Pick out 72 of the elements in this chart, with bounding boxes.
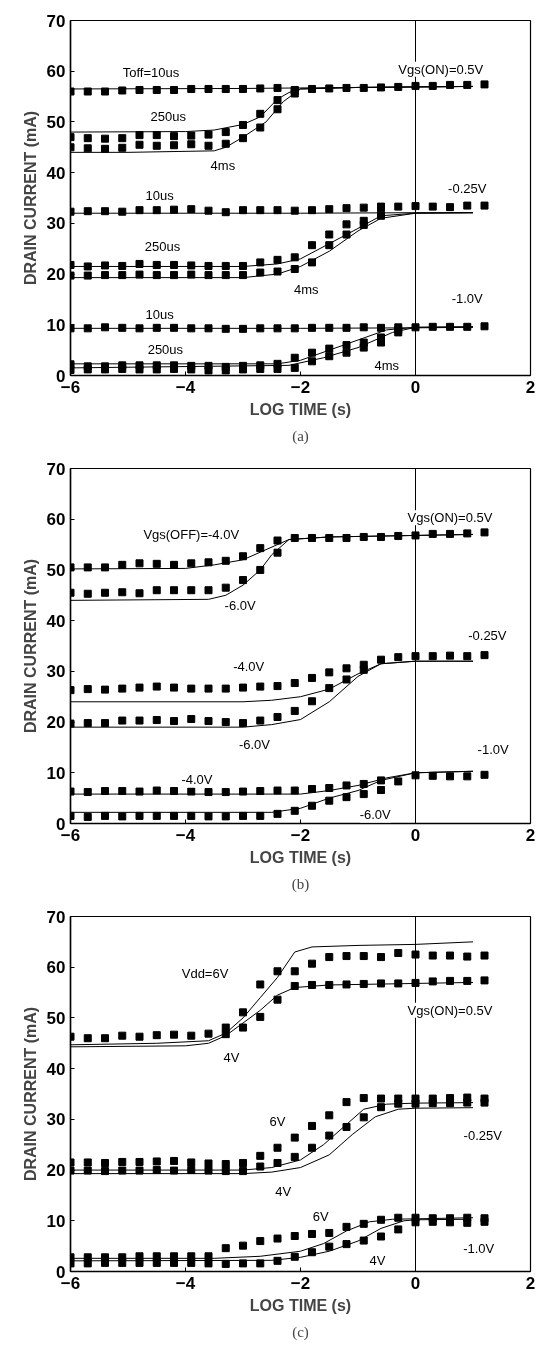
annotation: Vgs(ON)=0.5V [407, 510, 493, 526]
text: (a) [292, 427, 309, 445]
y-tick-label: 50 [46, 1008, 66, 1028]
y-tick-label: 20 [46, 1161, 66, 1181]
text: (b) [291, 875, 310, 893]
y-tick-label: 70 [46, 459, 66, 479]
y-tick-label: 60 [46, 62, 66, 82]
y-tick-label: 10 [46, 315, 66, 335]
x-tick-label: −4 [175, 825, 196, 845]
annotation: 10us [145, 187, 175, 203]
annotation: -6.0V [238, 736, 271, 752]
y-tick-label: 60 [46, 510, 66, 530]
annotation: 6V [312, 1208, 329, 1224]
y-tick-label: 50 [46, 560, 66, 580]
x-tick-label: −2 [290, 377, 311, 397]
annotation: -4.0V [181, 772, 213, 788]
annotation: -1.0V [477, 742, 509, 758]
x-tick-label: 2 [525, 377, 536, 397]
x-axis-title: LOG TIME (s) [249, 848, 352, 866]
annotation: 4V [275, 1183, 292, 1199]
x-tick-label: 2 [525, 825, 536, 845]
annotation: 4V [369, 1253, 386, 1269]
annotation: 250us [144, 239, 181, 255]
x-tick-label: 2 [525, 1273, 536, 1293]
y-tick-label: 70 [46, 907, 66, 927]
annotation: -6.0V [224, 597, 256, 613]
annotation: Vdd=6V [181, 965, 229, 981]
x-axis-title: LOG TIME (s) [249, 400, 352, 418]
y-tick-label: 70 [46, 11, 66, 31]
y-axis-title: DRAIN CURRENT (mA) [21, 110, 39, 286]
y-tick-label: 40 [46, 163, 66, 183]
y-tick-label: 20 [46, 713, 66, 733]
annotation: -0.25V [468, 628, 507, 644]
y-tick-label: 40 [46, 1059, 66, 1079]
y-tick-label: 10 [46, 763, 66, 783]
annotation: 4ms [210, 158, 236, 174]
y-axis-title: DRAIN CURRENT (mA) [21, 558, 39, 734]
y-tick-label: 20 [46, 265, 66, 285]
annotation: Vgs(ON)=0.5V [398, 61, 484, 77]
x-axis-title: LOG TIME (s) [249, 1296, 352, 1314]
annotation: -6.0V [359, 807, 392, 823]
x-tick-label: −2 [290, 1273, 311, 1293]
annotation: -1.0V [463, 1240, 495, 1256]
y-tick-label: 10 [46, 1211, 66, 1231]
x-tick-label: 0 [410, 377, 421, 397]
y-tick-label: 50 [46, 112, 66, 132]
annotation: 6V [269, 1114, 286, 1130]
annotation: -0.25V [448, 181, 487, 197]
annotation: Toff=10us [122, 64, 180, 80]
y-tick-label: 30 [46, 214, 66, 234]
text: (c) [292, 1323, 309, 1341]
annotation: 4ms [374, 357, 400, 373]
annotation: 250us [147, 342, 184, 358]
annotation: -4.0V [233, 658, 265, 674]
y-tick-label: 60 [46, 958, 66, 978]
annotation: 10us [145, 306, 175, 322]
annotation: Vgs(ON)=0.5V [407, 1002, 493, 1018]
y-tick-label: 30 [46, 1110, 66, 1130]
annotation: -0.25V [463, 1127, 503, 1143]
annotation: 4V [223, 1050, 240, 1066]
y-axis-title: DRAIN CURRENT (mA) [21, 1006, 39, 1182]
annotation: -1.0V [451, 290, 484, 306]
annotation: 250us [150, 109, 187, 125]
x-tick-label: 0 [410, 1273, 421, 1293]
x-tick-label: 0 [410, 825, 421, 845]
x-tick-label: −4 [175, 377, 196, 397]
annotation: Vgs(OFF)=-4.0V [143, 526, 240, 542]
annotation: 4ms [293, 281, 320, 297]
y-tick-label: 40 [46, 611, 66, 631]
x-tick-label: −4 [175, 1273, 196, 1293]
x-tick-label: −2 [290, 825, 311, 845]
y-tick-label: 30 [46, 662, 66, 682]
